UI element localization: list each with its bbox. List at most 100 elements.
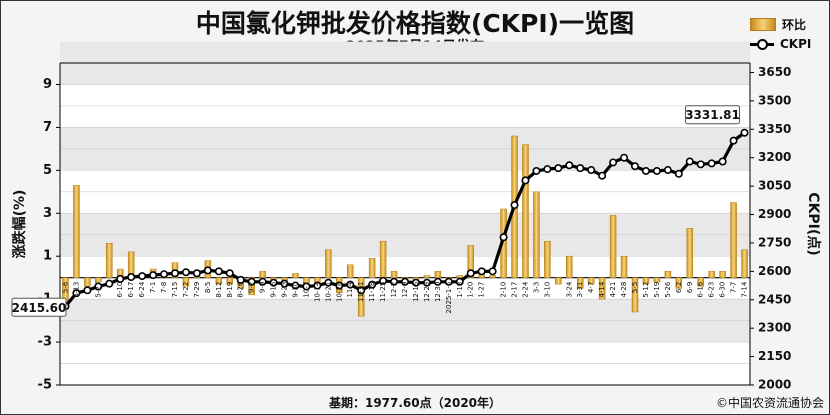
ckpi-point [116, 274, 125, 283]
bar-mom-change [434, 270, 442, 278]
bar-mom-change [346, 264, 354, 278]
ckpi-point [455, 277, 464, 286]
x-tick-label: 7-14 [741, 281, 749, 297]
x-tick-label: 7-15 [171, 282, 179, 298]
bar-mom-change [675, 277, 683, 289]
right-tick-label: 3200 [758, 150, 791, 164]
x-tick-label: 7-1 [149, 282, 157, 293]
x-tick-label: 11-4 [346, 281, 354, 297]
x-tick-label: 3-31 [576, 282, 584, 298]
ckpi-point [203, 266, 212, 275]
left-tick-label: 7 [43, 120, 52, 135]
x-tick-label: 12-9 [401, 282, 409, 298]
x-tick-label: 2-17 [511, 282, 519, 298]
bar-mom-change [609, 215, 617, 278]
ckpi-point [160, 270, 169, 279]
ckpi-point [587, 166, 596, 175]
ckpi-point [105, 279, 114, 288]
left-tick-label: 1 [43, 249, 52, 264]
ckpi-point [280, 279, 289, 288]
x-tick-label: 4-7 [587, 282, 595, 293]
ckpi-point [499, 233, 508, 242]
bar-mom-change [467, 245, 474, 278]
x-tick-label: 6-9 [686, 282, 694, 293]
bar-mom-change [719, 270, 726, 278]
x-tick-label: 12-23 [423, 282, 431, 302]
left-tick-label: 9 [43, 77, 52, 92]
bar-mom-change [248, 277, 255, 296]
ckpi-point [138, 272, 147, 281]
chart-title: 中国氯化钾批发价格指数(CKPI)一览图 [195, 9, 635, 38]
right-tick-label: 2450 [758, 292, 791, 306]
left-tick-label: 5 [43, 163, 52, 178]
bar-mom-change [522, 144, 529, 278]
x-tick-label: 5-13 [72, 282, 80, 298]
x-tick-label: 12-30 [434, 282, 442, 302]
x-tick-label: 12-16 [412, 281, 420, 302]
x-tick-label: 4-14 [598, 281, 606, 297]
legend: 环比 CKPI [750, 14, 811, 54]
x-tick-label: 3-3 [532, 282, 540, 293]
bar-mom-change [653, 277, 661, 283]
ckpi-point [510, 201, 519, 210]
bar-mom-change [379, 240, 387, 278]
x-tick-label: 5-26 [664, 281, 672, 297]
legend-line-swatch [750, 38, 774, 50]
bar-mom-change [259, 270, 266, 278]
ckpi-point [477, 267, 486, 276]
x-tick-label: 5-6 [61, 281, 69, 293]
right-tick-label: 3350 [758, 122, 791, 136]
ckpi-point [565, 161, 574, 170]
x-tick-label: 8-12 [215, 282, 223, 298]
x-tick-label: 6-16 [697, 281, 705, 297]
x-tick-label: 8-5 [204, 282, 212, 293]
ckpi-point [127, 273, 136, 282]
ckpi-point [521, 176, 530, 185]
x-tick-label: 12-2 [390, 282, 398, 298]
x-tick-label: 10-7 [302, 282, 310, 298]
x-tick-label: 1-20 [467, 282, 475, 298]
x-tick-label: 6-30 [719, 282, 727, 298]
ckpi-point [225, 269, 234, 278]
bar-mom-change [730, 202, 737, 278]
x-tick-label: 5-5 [631, 282, 639, 293]
ckpi-point [269, 278, 278, 287]
ckpi-point [630, 162, 639, 171]
right-tick-label: 3050 [758, 179, 791, 193]
x-tick-label: 9-23 [281, 282, 289, 298]
ckpi-point [72, 289, 81, 298]
ckpi-point [411, 278, 420, 287]
ckpi-point [357, 286, 366, 295]
ckpi-point [83, 286, 92, 295]
x-tick-label: 10-14 [313, 281, 321, 302]
ckpi-point [247, 277, 256, 286]
bar-mom-change [292, 273, 299, 278]
ckpi-point [192, 269, 201, 278]
legend-item-bar: 环比 [750, 14, 811, 34]
x-tick-label: 8-26 [237, 281, 245, 297]
bar-mom-change [390, 270, 398, 278]
x-tick-label: 11-11 [357, 282, 365, 302]
legend-item-line: CKPI [750, 34, 811, 54]
x-tick-label: 7-22 [182, 282, 190, 298]
x-tick-label: 6-2 [675, 282, 683, 293]
legend-bar-swatch [750, 17, 776, 31]
right-tick-label: 3500 [758, 93, 791, 107]
value-callout-text: 3331.81 [685, 108, 740, 122]
bar-mom-change [489, 275, 496, 278]
bar-mom-change [106, 243, 113, 278]
ckpi-point [313, 281, 322, 290]
ckpi-point [236, 275, 245, 284]
x-tick-label: 9-9 [259, 282, 267, 293]
left-tick-label: 3 [43, 206, 52, 221]
bar-mom-change [642, 277, 650, 285]
legend-line-label: CKPI [780, 37, 812, 51]
bar-mom-change [357, 277, 365, 317]
ckpi-point [171, 269, 180, 278]
x-tick-label: 10-21 [324, 282, 332, 302]
ckpi-point [641, 166, 650, 175]
bar-mom-change [741, 249, 748, 278]
ckpi-point [422, 278, 431, 287]
bar-mom-change [95, 277, 102, 283]
